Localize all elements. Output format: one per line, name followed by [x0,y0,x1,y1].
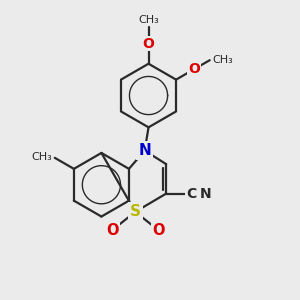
Text: CH₃: CH₃ [32,152,52,162]
Text: C: C [186,187,196,201]
Text: CH₃: CH₃ [138,15,159,25]
Text: O: O [152,223,164,238]
Text: O: O [142,37,154,51]
Text: CH₃: CH₃ [212,55,233,65]
Text: O: O [188,62,200,76]
Text: N: N [138,143,151,158]
Text: S: S [130,204,141,219]
Text: O: O [106,223,118,238]
Text: N: N [200,187,211,201]
